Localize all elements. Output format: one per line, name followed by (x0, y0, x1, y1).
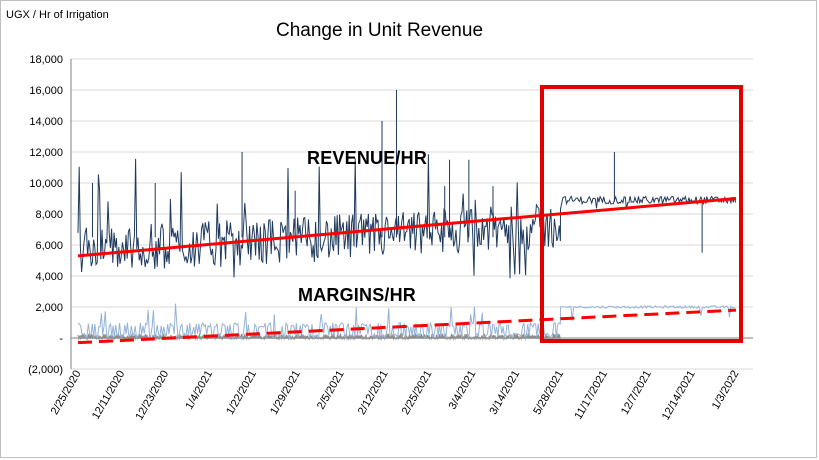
chart-title: Change in Unit Revenue (275, 20, 484, 41)
x-tick-label: 3/4/2021 (447, 369, 479, 412)
x-tick-label: 1/3/2022 (710, 369, 742, 412)
margins-series (77, 303, 735, 340)
y-tick-label: 2,000 (35, 302, 63, 314)
y-axis-label: UGX / Hr of Irrigation (6, 9, 109, 21)
y-tick-label: (2,000) (28, 364, 63, 376)
annotation-revenue: REVENUE/HR (307, 148, 428, 168)
x-tick-label: 1/22/2021 (224, 369, 259, 417)
revenue-series (77, 154, 737, 279)
margin-trendline (77, 308, 737, 345)
y-tick-label: 6,000 (35, 240, 63, 252)
x-tick-label: 2/25/2021 (400, 369, 435, 417)
x-tick-label: 1/29/2021 (268, 369, 303, 417)
y-tick-label: 18,000 (29, 54, 63, 66)
highlight-box (540, 85, 743, 343)
y-tick-label: 8,000 (35, 209, 63, 221)
annotation-margins: MARGINS/HR (298, 285, 416, 305)
y-tick-label: 16,000 (29, 85, 63, 97)
revenue-trendline (77, 197, 737, 258)
x-tick-label: 5/28/2021 (531, 369, 566, 417)
y-tick-label: 12,000 (29, 147, 63, 159)
y-tick-label: - (59, 333, 63, 345)
x-tick-label: 2/12/2021 (356, 369, 391, 417)
x-tick-label: 12/7/2021 (619, 369, 654, 417)
y-tick-label: 10,000 (29, 178, 63, 190)
y-tick-label: 14,000 (29, 116, 63, 128)
x-tick-label: 3/14/2021 (487, 369, 522, 417)
x-tick-label: 12/14/2021 (660, 369, 698, 423)
x-tick-label: 12/11/2020 (90, 369, 128, 422)
margins-low-series (77, 333, 561, 341)
x-tick-label: 11/17/2021 (572, 369, 610, 422)
x-tick-label: 12/23/2020 (133, 369, 171, 423)
x-tick-label: 1/4/2021 (183, 369, 215, 412)
y-tick-label: 4,000 (35, 271, 63, 283)
x-tick-label: 2/5/2021 (315, 369, 347, 412)
